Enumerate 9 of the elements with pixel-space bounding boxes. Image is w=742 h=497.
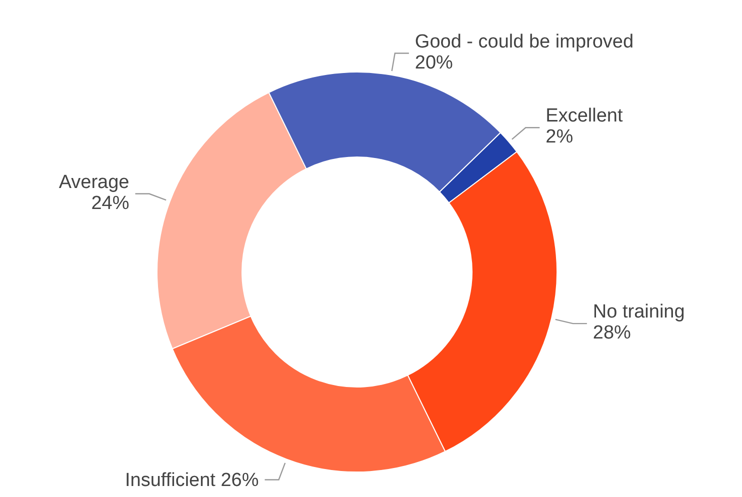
data-label: 20% <box>414 52 454 74</box>
data-label: 24% <box>91 192 130 214</box>
slice-label: Good - could be improved <box>414 31 634 52</box>
slice-label: Excellent <box>546 106 624 127</box>
data-label: 2% <box>546 126 574 148</box>
slice-label: No training <box>592 302 685 323</box>
data-label: 28% <box>592 322 632 344</box>
slice-label: Insufficient 26% <box>124 470 259 491</box>
slice-label: Average <box>58 172 130 193</box>
